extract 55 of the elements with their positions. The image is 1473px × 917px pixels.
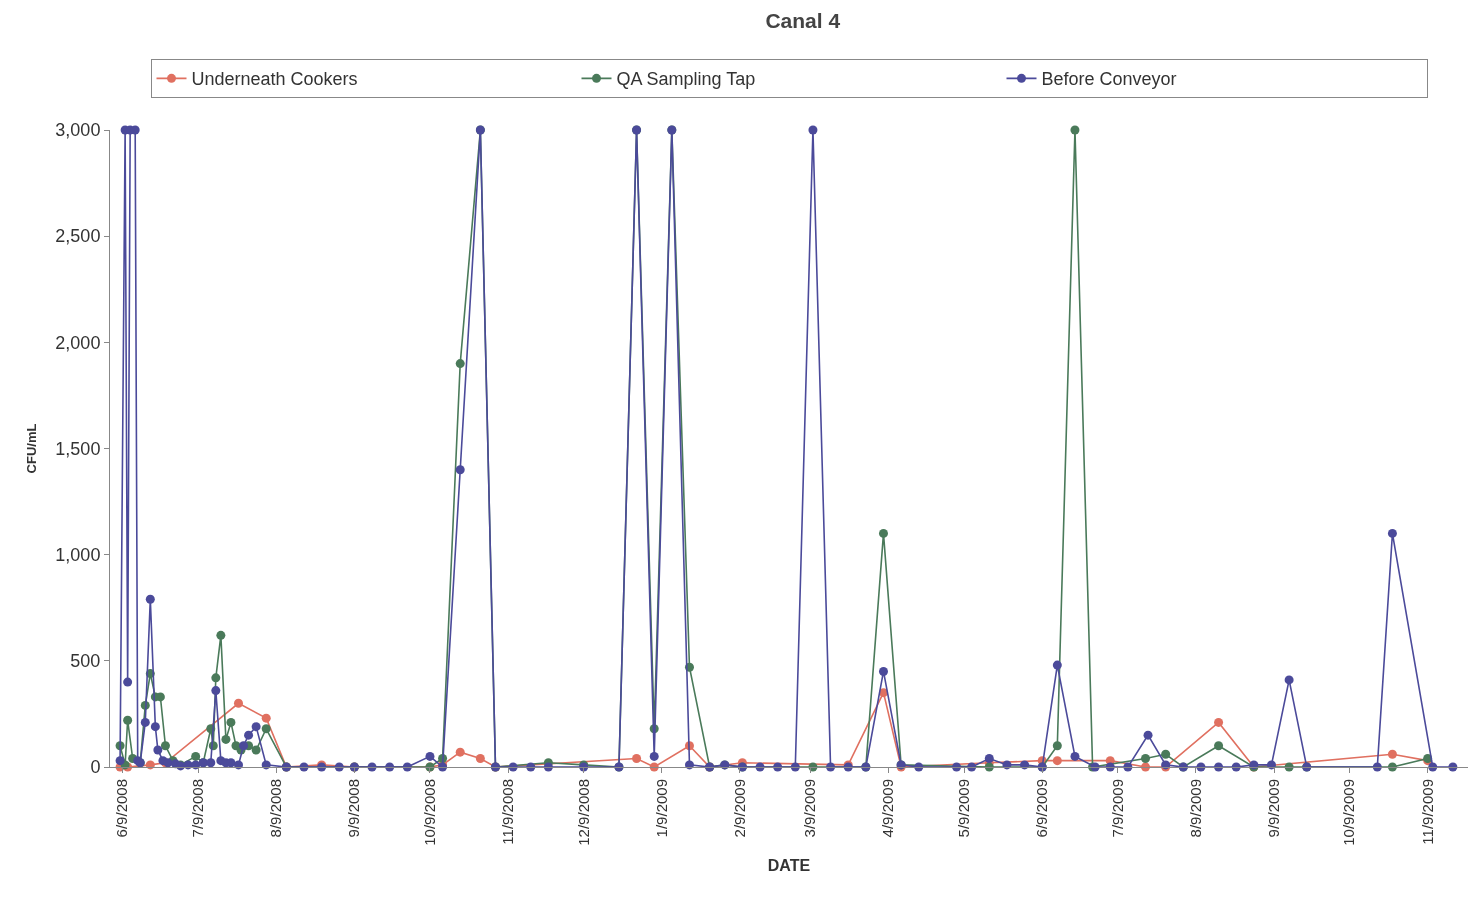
- point: [878, 528, 888, 538]
- x-tick-label: 11/9/2009: [1418, 779, 1436, 845]
- y-tick-label: 500: [70, 651, 101, 672]
- point: [1052, 741, 1062, 751]
- point: [455, 747, 465, 757]
- point: [1214, 717, 1224, 727]
- point: [216, 630, 226, 640]
- x-tick-label: 12/9/2008: [574, 779, 592, 846]
- y-tick-label: 1,000: [55, 544, 101, 565]
- point: [1387, 749, 1397, 759]
- point: [211, 673, 221, 683]
- point: [455, 359, 465, 369]
- legend-label: Underneath Cookers: [191, 69, 358, 90]
- legend-label: QA Sampling Tap: [616, 69, 756, 90]
- x-tick-label: 8/9/2008: [267, 779, 285, 838]
- x-tick-label: 8/9/2009: [1186, 779, 1204, 838]
- x-tick-label: 7/9/2009: [1108, 779, 1126, 838]
- x-tick-label: 1/9/2009: [652, 779, 670, 838]
- y-axis-title: CFU/mL: [24, 423, 40, 474]
- point: [221, 734, 231, 744]
- x-tick-label: 5/9/2009: [954, 779, 972, 838]
- point: [123, 715, 133, 725]
- y-tick-label: 3,000: [55, 120, 101, 141]
- point: [251, 745, 261, 755]
- x-tick-label: 2/9/2009: [730, 779, 748, 838]
- point: [191, 751, 201, 761]
- x-tick-label: 4/9/2009: [879, 779, 897, 838]
- point: [261, 724, 271, 734]
- point: [475, 754, 485, 764]
- point: [226, 717, 236, 727]
- point: [632, 754, 642, 764]
- x-tick-label: 9/9/2009: [1264, 779, 1282, 838]
- x-tick-label: 6/9/2008: [113, 779, 131, 838]
- point: [1070, 125, 1080, 135]
- point: [233, 698, 243, 708]
- y-tick-label: 0: [90, 757, 101, 778]
- x-tick-label: 6/9/2009: [1033, 779, 1051, 838]
- point: [261, 713, 271, 723]
- point: [1214, 741, 1224, 751]
- x-tick-label: 10/9/2008: [420, 779, 438, 846]
- point: [160, 741, 170, 751]
- x-tick-label: 7/9/2008: [189, 779, 207, 838]
- x-tick-label: 10/9/2009: [1340, 779, 1358, 846]
- x-tick-label: 9/9/2008: [345, 779, 363, 838]
- y-tick-label: 2,000: [55, 332, 101, 353]
- y-tick-label: 2,500: [55, 226, 101, 247]
- x-tick-label: 3/9/2009: [801, 779, 819, 838]
- point: [1161, 749, 1171, 759]
- x-axis-title: DATE: [767, 857, 811, 875]
- chart-title: Canal 4: [765, 9, 841, 33]
- legend-label: Before Conveyor: [1041, 69, 1177, 90]
- point: [1141, 754, 1151, 764]
- point: [1052, 756, 1062, 766]
- y-tick-label: 1,500: [55, 438, 101, 459]
- x-tick-label: 11/9/2008: [498, 779, 516, 845]
